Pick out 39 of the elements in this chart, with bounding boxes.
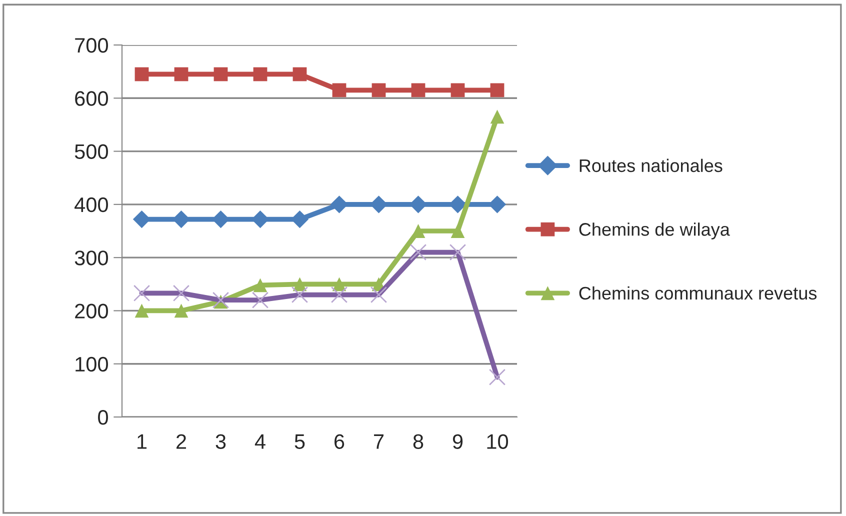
- point: [253, 278, 268, 292]
- point: [332, 277, 346, 292]
- x-tick-label: 4: [254, 434, 266, 449]
- point: [490, 83, 504, 98]
- point: [253, 67, 268, 82]
- point: [372, 83, 386, 98]
- x-tick-label: 8: [413, 434, 424, 449]
- x-tick-label: 3: [216, 434, 226, 449]
- x-tick-label: 10: [487, 434, 508, 449]
- point: [450, 224, 465, 238]
- y-tick-label: 200: [75, 304, 108, 318]
- x-tick-label: 9: [452, 434, 463, 449]
- legend-label: Chemins de wilaya: [579, 222, 730, 240]
- point: [292, 277, 307, 292]
- point: [411, 224, 426, 238]
- point: [332, 83, 346, 98]
- y-tick-label: 500: [74, 144, 108, 160]
- point: [214, 67, 228, 82]
- y-tick-label: 600: [75, 91, 108, 106]
- point: [174, 304, 188, 318]
- y-tick-label: 0: [98, 410, 108, 425]
- x-tick-label: 5: [294, 434, 305, 449]
- point: [490, 110, 504, 124]
- point: [174, 67, 188, 82]
- point: [292, 67, 307, 82]
- y-tick-label: 100: [76, 356, 108, 372]
- y-tick-label: 400: [74, 197, 108, 212]
- x-tick-label: 1: [138, 434, 147, 449]
- point: [134, 304, 149, 318]
- legend-label: Routes nationales: [580, 158, 722, 172]
- y-tick-label: 300: [74, 250, 108, 266]
- legend-label: Chemins communaux revetus: [579, 286, 817, 300]
- point: [450, 83, 465, 98]
- x-tick-label: 2: [176, 434, 186, 449]
- point: [411, 83, 426, 98]
- x-tick-label: 6: [334, 434, 344, 449]
- y-tick-label: 700: [75, 38, 108, 53]
- x-tick-label: 7: [374, 434, 384, 449]
- point: [134, 67, 149, 82]
